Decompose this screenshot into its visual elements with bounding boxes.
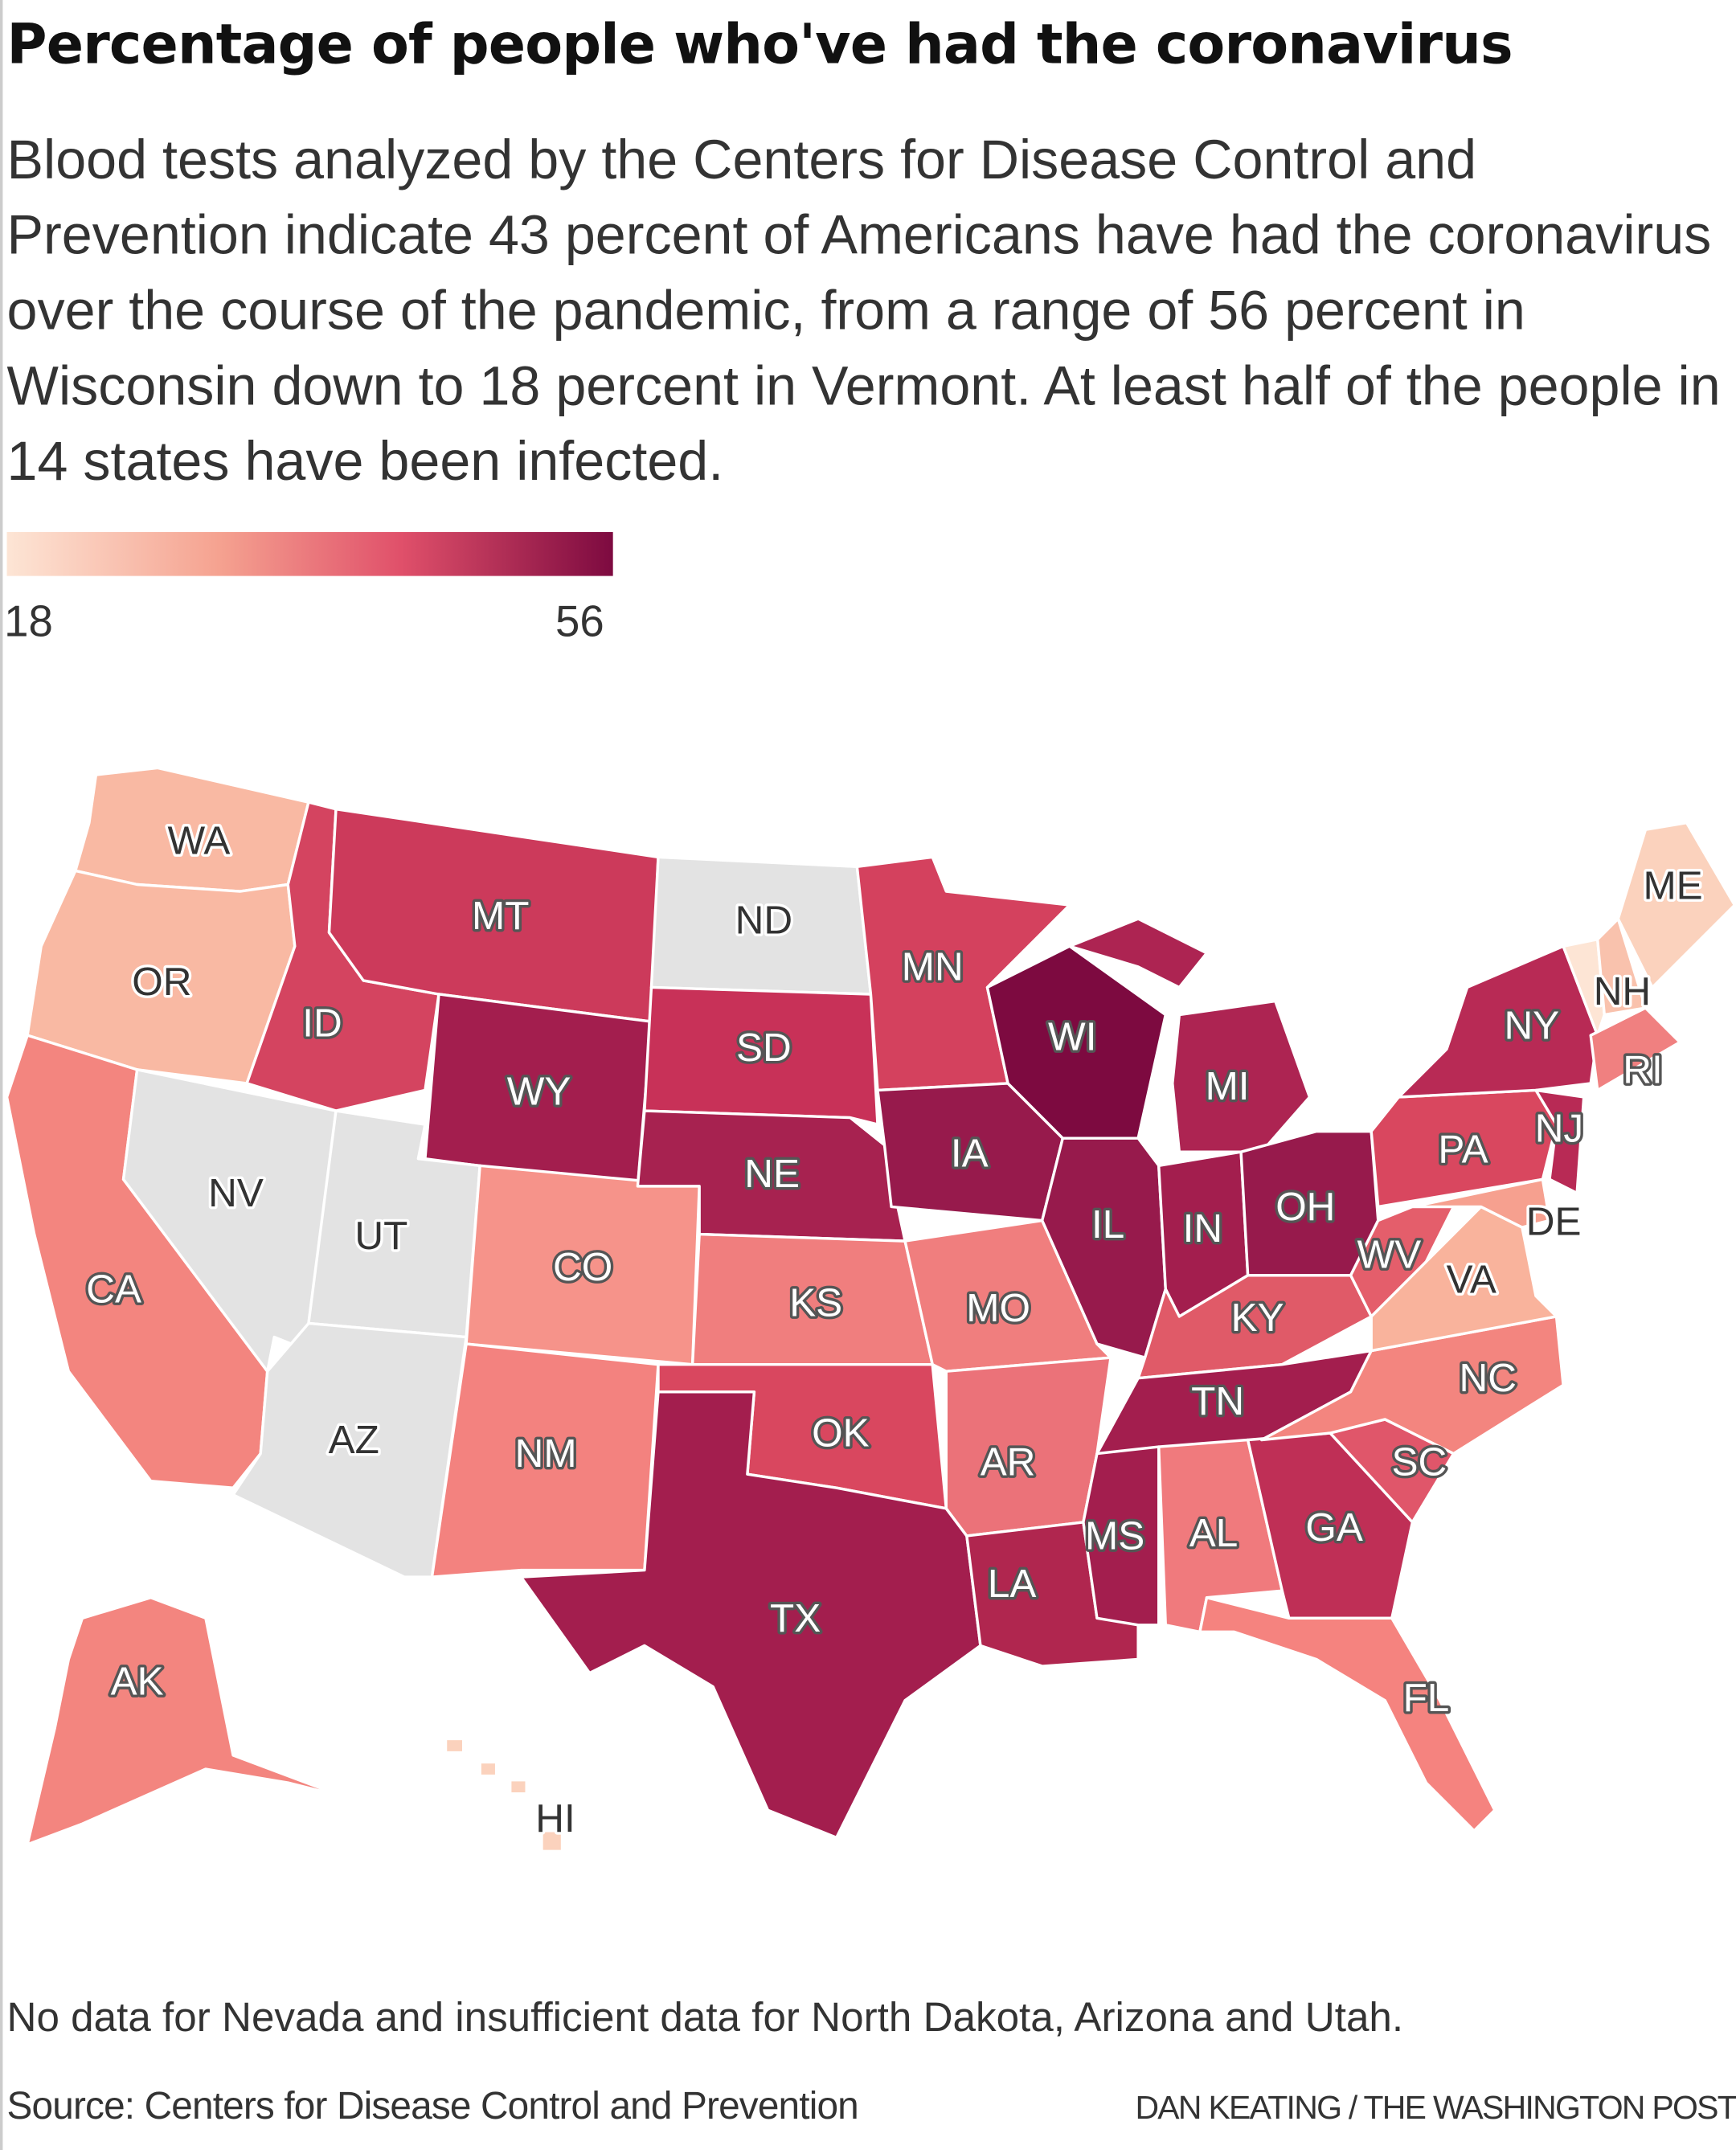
state-hi[interactable] bbox=[444, 1737, 465, 1755]
color-scale-legend bbox=[6, 532, 613, 576]
state-label-fl: FL bbox=[1403, 1676, 1450, 1720]
state-label-ky: KY bbox=[1231, 1296, 1284, 1340]
state-label-ga: GA bbox=[1305, 1505, 1362, 1550]
state-hi[interactable] bbox=[540, 1829, 564, 1853]
chart-title: Percentage of people who've had the coro… bbox=[6, 14, 1513, 77]
state-label-mi: MI bbox=[1206, 1064, 1250, 1108]
state-sd[interactable] bbox=[643, 985, 879, 1126]
state-label-tn: TN bbox=[1191, 1379, 1244, 1423]
state-label-va: VA bbox=[1447, 1257, 1496, 1301]
state-label-ar: AR bbox=[981, 1439, 1036, 1484]
data-note: No data for Nevada and insufficient data… bbox=[6, 1995, 1404, 2041]
state-label-de: DE bbox=[1526, 1200, 1582, 1244]
state-label-nd: ND bbox=[735, 898, 792, 942]
state-label-ms: MS bbox=[1085, 1513, 1144, 1558]
state-ri[interactable] bbox=[1589, 1006, 1681, 1092]
state-label-co: CO bbox=[553, 1245, 612, 1289]
state-label-tx: TX bbox=[770, 1596, 821, 1640]
legend-min-label: 18 bbox=[4, 596, 53, 646]
state-label-sc: SC bbox=[1392, 1439, 1447, 1484]
state-mi[interactable] bbox=[1068, 917, 1209, 989]
state-label-mo: MO bbox=[966, 1286, 1030, 1330]
state-label-ut: UT bbox=[354, 1214, 407, 1258]
state-label-me: ME bbox=[1643, 864, 1702, 908]
state-ak[interactable] bbox=[26, 1596, 345, 1846]
state-label-al: AL bbox=[1189, 1511, 1239, 1555]
state-label-ks: KS bbox=[789, 1280, 842, 1325]
state-label-mn: MN bbox=[902, 944, 964, 989]
state-va[interactable] bbox=[1370, 1205, 1558, 1353]
state-label-il: IL bbox=[1091, 1202, 1124, 1247]
state-label-wa: WA bbox=[167, 818, 230, 862]
state-me[interactable] bbox=[1616, 821, 1736, 989]
state-label-ok: OK bbox=[812, 1411, 869, 1455]
state-label-ri: RI bbox=[1623, 1047, 1662, 1091]
source-line: Source: Centers for Disease Control and … bbox=[6, 2084, 859, 2127]
state-label-ne: NE bbox=[744, 1152, 800, 1196]
state-tx[interactable] bbox=[519, 1390, 982, 1840]
state-hi[interactable] bbox=[478, 1760, 498, 1778]
state-label-ny: NY bbox=[1504, 1004, 1559, 1048]
state-ms[interactable] bbox=[1082, 1445, 1161, 1627]
state-label-wy: WY bbox=[507, 1070, 571, 1114]
state-label-sd: SD bbox=[736, 1026, 792, 1070]
state-label-ca: CA bbox=[86, 1267, 141, 1311]
state-label-la: LA bbox=[988, 1562, 1037, 1606]
state-label-pa: PA bbox=[1438, 1127, 1488, 1171]
state-label-oh: OH bbox=[1275, 1185, 1335, 1229]
legend-max-label: 56 bbox=[555, 596, 604, 646]
state-label-nc: NC bbox=[1460, 1356, 1517, 1400]
state-label-nj: NJ bbox=[1535, 1107, 1583, 1151]
state-label-wv: WV bbox=[1357, 1233, 1422, 1277]
state-label-wi: WI bbox=[1048, 1014, 1096, 1059]
state-label-or: OR bbox=[132, 960, 191, 1004]
state-label-in: IN bbox=[1183, 1206, 1222, 1251]
state-label-ia: IA bbox=[951, 1131, 989, 1175]
state-label-az: AZ bbox=[329, 1418, 379, 1462]
us-choropleth-map: WA OR CA NV ID MT WY UT AZ CO NM ND SD NE KS OK TX MN IA MO… bbox=[5, 766, 1736, 1853]
chart-description: Blood tests analyzed by the Centers for … bbox=[6, 130, 1721, 493]
state-ny[interactable] bbox=[1397, 944, 1599, 1099]
state-label-hi: HI bbox=[535, 1796, 575, 1841]
state-de[interactable] bbox=[1410, 1177, 1551, 1229]
state-label-nv: NV bbox=[208, 1171, 264, 1215]
state-label-id: ID bbox=[302, 1001, 342, 1045]
state-label-nh: NH bbox=[1594, 969, 1651, 1014]
state-label-mt: MT bbox=[472, 894, 529, 938]
divider bbox=[0, 0, 3, 2150]
credit-line: DAN KEATING / THE WASHINGTON POST bbox=[1135, 2090, 1736, 2127]
state-label-ak: AK bbox=[111, 1659, 164, 1703]
state-hi[interactable] bbox=[509, 1778, 528, 1796]
state-nj[interactable] bbox=[1534, 1088, 1586, 1195]
state-nm[interactable] bbox=[430, 1342, 660, 1579]
state-label-nm: NM bbox=[515, 1431, 577, 1476]
state-fl[interactable] bbox=[1198, 1596, 1496, 1833]
